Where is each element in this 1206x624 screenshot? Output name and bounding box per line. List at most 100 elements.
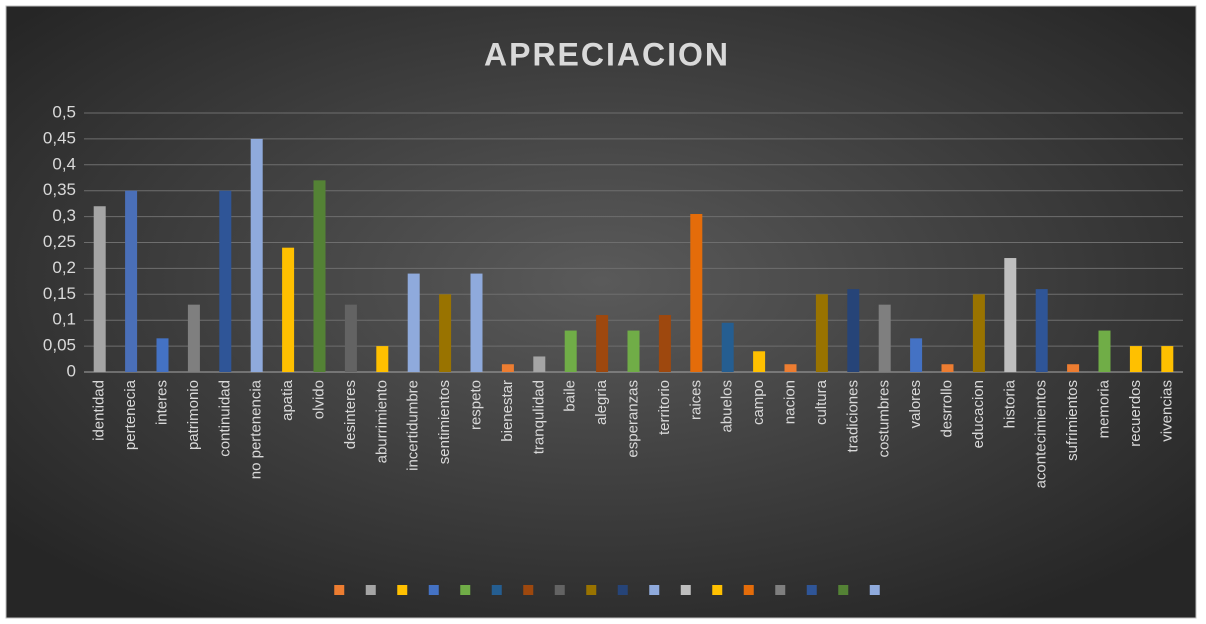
bar — [187, 304, 200, 372]
legend-swatch — [586, 585, 597, 595]
legend-swatch — [365, 585, 376, 595]
y-tick-label: 0,2 — [52, 258, 76, 277]
legend-swatch — [680, 585, 691, 595]
legend-swatch — [428, 585, 439, 595]
x-tick-label: cultura — [813, 379, 830, 425]
bar — [313, 180, 326, 372]
x-tick-label: sentimientos — [436, 380, 453, 464]
y-tick-label: 0,1 — [52, 310, 76, 329]
x-tick-label: tranqulidad — [530, 380, 547, 454]
bar — [282, 247, 295, 372]
x-tick-label: patrimonio — [185, 380, 202, 450]
bar — [627, 330, 640, 372]
x-tick-label: desinteres — [342, 380, 359, 449]
x-tick-label: vivencias — [1158, 380, 1175, 442]
legend-swatch — [743, 585, 754, 595]
legend-swatch — [806, 585, 817, 595]
legend-swatch — [869, 585, 880, 595]
x-tick-label: olvido — [310, 380, 327, 419]
x-tick-label: nacion — [781, 380, 798, 424]
x-tick-label: identidad — [91, 380, 108, 441]
bar — [1004, 258, 1017, 372]
bar — [439, 294, 452, 372]
legend-swatch — [712, 585, 723, 595]
x-tick-label: territorio — [656, 380, 673, 435]
bar — [658, 315, 671, 372]
x-tick-label: acontecimientos — [1033, 380, 1050, 488]
bar — [125, 190, 138, 372]
x-tick-label: respeto — [467, 380, 484, 430]
bar — [1129, 346, 1142, 372]
x-tick-label: historia — [1001, 379, 1018, 428]
bar — [1035, 289, 1048, 372]
y-tick-label: 0 — [67, 361, 76, 380]
x-tick-label: apatia — [279, 379, 296, 421]
x-tick-label: raices — [687, 380, 704, 420]
x-tick-label: costumbres — [876, 380, 893, 458]
bar — [784, 364, 797, 372]
x-tick-label: interes — [153, 380, 170, 425]
y-tick-label: 0,35 — [43, 180, 76, 199]
bar — [1098, 330, 1111, 372]
legend-swatch — [649, 585, 660, 595]
x-tick-label: baile — [562, 380, 579, 412]
y-tick-label: 0,45 — [43, 128, 76, 147]
x-tick-label: bienestar — [499, 380, 516, 442]
bar — [470, 273, 483, 372]
legend-swatch — [617, 585, 628, 595]
legend-swatch — [491, 585, 502, 595]
bar — [815, 294, 828, 372]
y-tick-label: 0,15 — [43, 284, 76, 303]
x-tick-label: memoria — [1095, 379, 1112, 438]
bar — [1161, 346, 1174, 372]
legend-swatch — [554, 585, 565, 595]
legend-swatch — [838, 585, 849, 595]
x-tick-label: esperanzas — [624, 380, 641, 458]
bar — [847, 289, 860, 372]
bar — [1067, 364, 1080, 372]
x-tick-label: continuidad — [216, 380, 233, 457]
x-tick-label: alegria — [593, 379, 610, 425]
y-tick-label: 0,25 — [43, 232, 76, 251]
y-tick-label: 0,5 — [52, 102, 76, 121]
bar — [344, 304, 357, 372]
bar — [219, 190, 232, 372]
x-tick-label: campo — [750, 380, 767, 425]
legend-swatch — [523, 585, 534, 595]
bar — [941, 364, 954, 372]
bar — [407, 273, 420, 372]
x-tick-label: aburrimiento — [373, 380, 390, 463]
y-tick-label: 0,05 — [43, 336, 76, 355]
bar — [156, 338, 169, 372]
x-tick-label: abuelos — [719, 380, 736, 433]
bar — [972, 294, 985, 372]
chart-background — [5, 5, 1197, 619]
x-tick-label: incertidumbre — [405, 380, 422, 471]
x-tick-label: pertenecia — [122, 379, 139, 450]
x-tick-label: valores — [907, 380, 924, 428]
legend-swatch — [775, 585, 786, 595]
bar — [721, 322, 734, 372]
legend-swatch — [334, 585, 345, 595]
bar — [376, 346, 389, 372]
y-tick-label: 0,3 — [52, 206, 76, 225]
legend-swatch — [460, 585, 471, 595]
bar — [910, 338, 923, 372]
x-tick-label: tradiciones — [844, 380, 861, 453]
chart-title: APRECIACION — [484, 36, 730, 72]
x-tick-label: desrrollo — [938, 380, 955, 438]
x-tick-label: sufrimientos — [1064, 380, 1081, 461]
bar — [753, 351, 766, 372]
legend-swatch — [397, 585, 408, 595]
bar — [93, 206, 106, 372]
y-tick-label: 0,4 — [52, 154, 76, 173]
bar — [501, 364, 514, 372]
bar — [250, 138, 263, 372]
bar — [690, 214, 703, 372]
x-tick-label: educacion — [970, 380, 987, 448]
bar — [596, 315, 609, 372]
bar — [878, 304, 891, 372]
bar — [533, 356, 546, 372]
